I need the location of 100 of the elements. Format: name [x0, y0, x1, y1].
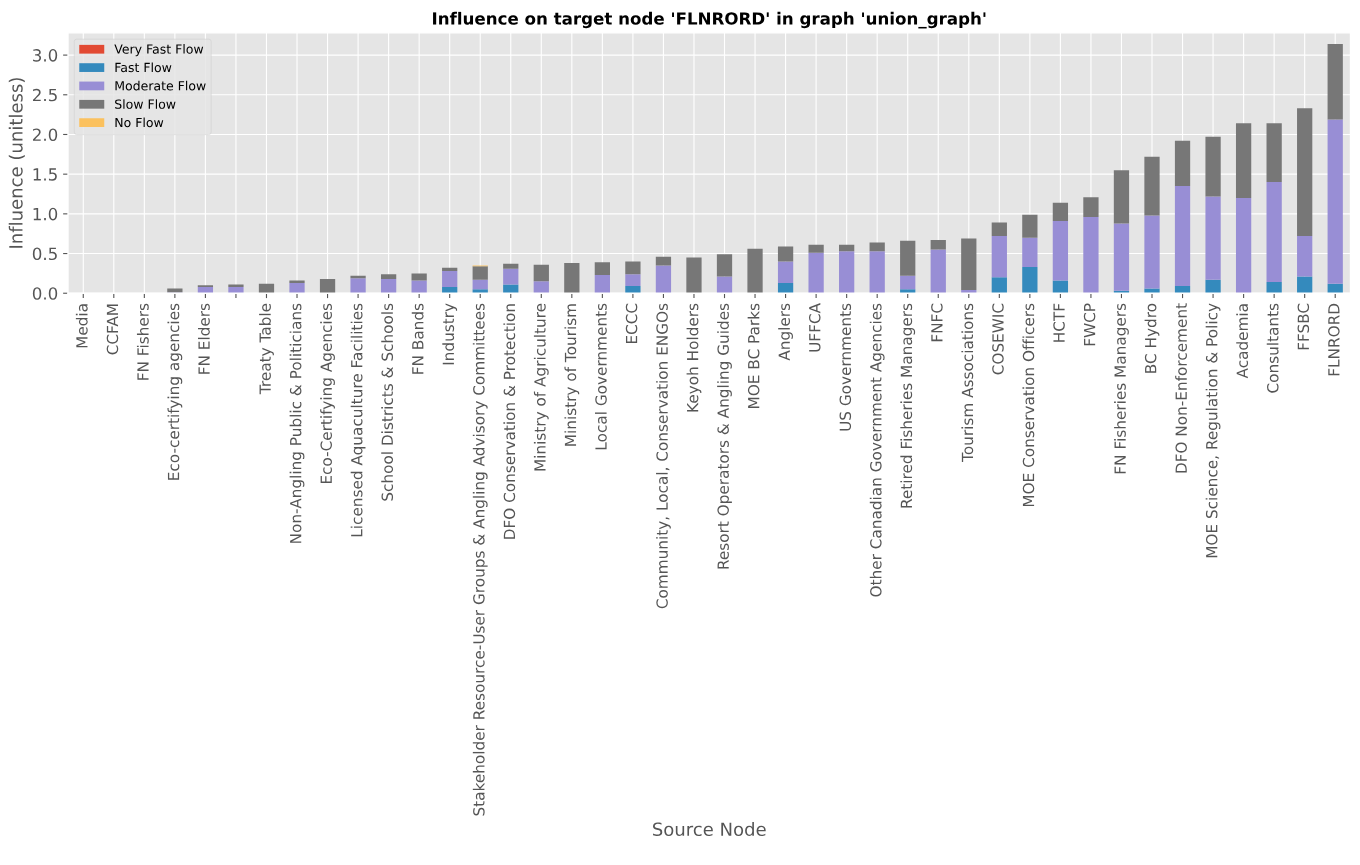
bar: [808, 252, 824, 294]
bar: [1297, 236, 1313, 277]
legend-label: No Flow: [115, 117, 164, 128]
bar: [900, 275, 916, 290]
bar: [1297, 108, 1313, 237]
x-tick-label: Local Governments: [594, 303, 607, 450]
x-tick-label: Treaty Table: [259, 303, 274, 395]
legend-label: Fast Flow: [115, 62, 172, 73]
bar: [625, 261, 641, 275]
bar: [961, 238, 977, 291]
bar: [594, 274, 610, 294]
bar: [1174, 286, 1191, 294]
bar: [1144, 215, 1160, 289]
bar: [1113, 223, 1130, 291]
x-tick-label: School Districts & Schools: [381, 303, 394, 501]
bar: [777, 246, 794, 262]
x-tick-label: FN Bands: [411, 303, 424, 374]
bar: [1022, 237, 1038, 268]
bar: [503, 284, 519, 294]
x-tick-label: Retired Fisheries Managers: [900, 303, 916, 508]
x-tick-label: Industry: [442, 303, 458, 365]
x-tick-label: MOE Science, Regulation & Policy: [1205, 303, 1221, 558]
bar: [533, 281, 549, 294]
bar: [411, 273, 427, 281]
bar: [411, 280, 427, 294]
bar: [839, 251, 855, 294]
bar: [594, 262, 610, 275]
x-tick-label: Resort Operators & Angling Guides: [717, 303, 732, 569]
x-tick-label: FN Fisheries Managers: [1114, 303, 1129, 474]
legend-label: Moderate Flow: [115, 80, 206, 91]
y-tick-label: 1.0: [33, 207, 58, 221]
bar: [1083, 197, 1099, 218]
bar: [1052, 202, 1069, 221]
x-tick-label: FWCP: [1083, 303, 1096, 346]
bar: [900, 240, 916, 276]
y-tick-label: 0.5: [32, 247, 57, 261]
bar: [380, 274, 397, 279]
bar: [1174, 186, 1191, 287]
bar: [839, 244, 855, 252]
bar: [1266, 123, 1282, 183]
bar: [808, 244, 824, 253]
bar: [503, 268, 519, 285]
bar: [655, 265, 672, 294]
y-tick-label: 2.5: [32, 88, 57, 102]
x-axis-title: Source Node: [652, 822, 766, 837]
x-tick-label: BC Hydro: [1144, 303, 1160, 373]
bar: [197, 286, 214, 294]
x-tick-label: Non-Angling Public & Politicians: [289, 303, 305, 543]
bar: [167, 288, 183, 293]
x-tick-label: Community, Local, Conservation ENGOs: [656, 303, 671, 609]
x-tick-label: CCFAM: [106, 304, 119, 355]
bar: [1205, 279, 1221, 294]
bar: [991, 236, 1007, 278]
x-tick-label: MOE BC Parks: [747, 303, 760, 408]
legend-label: Very Fast Flow: [114, 44, 204, 57]
x-tick-label: FN Fishers: [136, 303, 149, 380]
bar: [1235, 197, 1252, 294]
x-tick-label: HCTF: [1053, 303, 1065, 342]
x-tick-label: MOE Conservation Officers: [1022, 303, 1035, 507]
x-tick-label: UFFCA: [808, 303, 821, 352]
bar: [747, 248, 763, 294]
bar: [1235, 123, 1252, 198]
y-tick-label: 1.5: [33, 168, 57, 181]
bar: [442, 286, 458, 294]
x-tick-label: Academia: [1236, 304, 1249, 379]
bar: [1083, 217, 1099, 294]
x-tick-label: ECCC: [625, 303, 638, 344]
x-tick-label: FLNRORD: [1328, 303, 1340, 376]
bar: [1144, 288, 1160, 294]
bar: [655, 256, 672, 266]
x-tick-label: FNFC: [931, 303, 943, 342]
bar: [716, 276, 733, 294]
x-tick-label: Licensed Aquaculture Facilities: [350, 303, 366, 537]
bar: [503, 263, 519, 269]
bar: [1327, 283, 1343, 294]
bar: [1266, 182, 1282, 283]
bar: [1266, 282, 1282, 294]
x-tick-label: Ministry of Tourism: [564, 304, 580, 446]
x-tick-label: Stakeholder Resource-User Groups & Angling Advisory Committees: [472, 303, 488, 816]
x-tick-label: Eco-Certifying Agencies: [320, 303, 335, 484]
bar: [228, 286, 244, 294]
bar: [869, 242, 885, 252]
x-tick-label: Keyoh Holders: [686, 303, 702, 412]
x-tick-label: Anglers: [778, 303, 793, 361]
bar: [1022, 267, 1038, 294]
x-tick-label: Eco-certifying agencies: [167, 303, 183, 480]
bar: [472, 289, 488, 294]
bar: [991, 222, 1007, 237]
y-tick-label: 3.0: [33, 49, 58, 62]
x-tick-label: FN Elders: [198, 303, 210, 374]
x-tick-label: Ministry of Agriculture: [533, 303, 549, 471]
x-tick-label: US Governments: [839, 303, 852, 431]
bar: [686, 257, 702, 294]
x-tick-label: COSEWIC: [992, 303, 1004, 375]
bar: [258, 283, 275, 294]
bar: [869, 251, 885, 294]
y-tick-label: 0.0: [32, 287, 58, 300]
bar: [472, 279, 488, 290]
x-tick-label: Consultants: [1266, 303, 1279, 393]
bar: [716, 254, 733, 277]
